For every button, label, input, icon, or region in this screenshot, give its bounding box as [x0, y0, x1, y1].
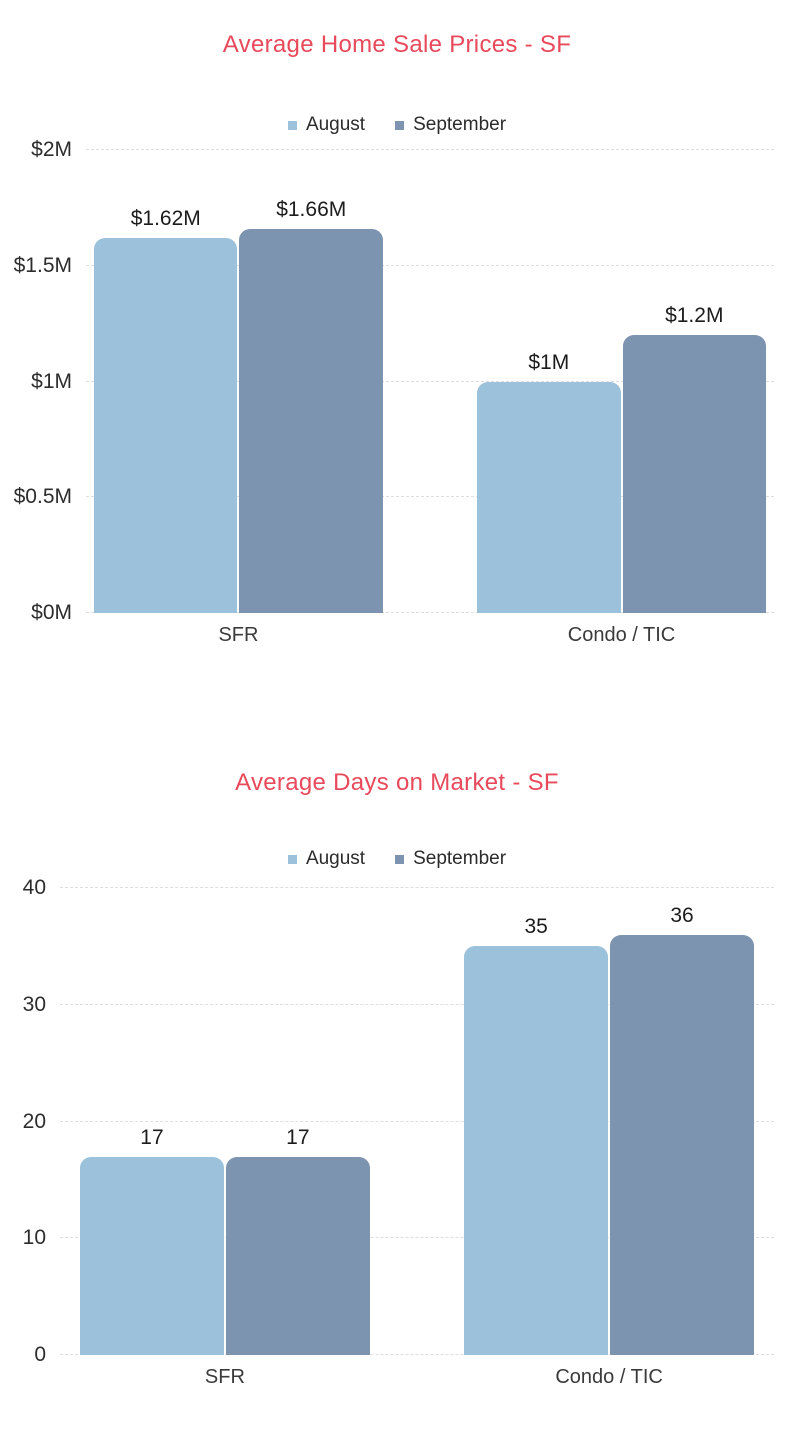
bar-august-sfr[interactable]: 17: [80, 1126, 224, 1355]
legend-item-september[interactable]: September: [395, 114, 506, 136]
bar-september-condo-tic[interactable]: $1.2M: [622, 304, 767, 613]
y-axis-tick: $1.5M: [13, 253, 72, 277]
bar-group-condo-tic: 35 36: [464, 888, 754, 1355]
bar-groups: $1.62M $1.66M $1M $1.2M: [86, 150, 774, 613]
y-axis-tick: 30: [22, 992, 46, 1016]
y-axis-tick: $0M: [31, 601, 72, 624]
chart-days-on-market: Average Days on Market - SF August Septe…: [0, 768, 794, 1389]
gridline: [86, 264, 774, 266]
bar-value-label: 36: [670, 903, 694, 927]
legend-label-august: August: [305, 848, 366, 869]
y-axis-tick: 40: [22, 876, 46, 899]
legend: August September: [0, 847, 794, 871]
bar-value-label: 35: [524, 915, 548, 939]
x-axis: SFR Condo / TIC: [0, 1365, 774, 1389]
bar-august-condo-tic[interactable]: 35: [464, 915, 609, 1355]
legend-swatch-september: [395, 854, 405, 864]
bar-value-label: $1.2M: [665, 304, 724, 328]
bar-value-label: $1.66M: [276, 197, 347, 221]
y-axis: $0M $0.5M $1M $1.5M $2M: [0, 138, 86, 624]
y-axis-tick: $0.5M: [13, 485, 72, 509]
y-axis-tick: $2M: [31, 138, 72, 161]
gridline: [60, 1354, 774, 1355]
y-axis: 0 10 20 30 40: [0, 876, 60, 1366]
gridline: [60, 1237, 774, 1239]
legend-label-september: September: [413, 114, 507, 135]
y-axis-tick: $1M: [31, 369, 72, 393]
x-axis-spacer: [0, 1365, 60, 1389]
y-axis-tick: 0: [34, 1343, 46, 1366]
x-axis-label-condo-tic: Condo / TIC: [555, 1366, 663, 1388]
plot-area: $0M $0.5M $1M $1.5M $2M $1.62M $1.66M $1M $1.2M: [0, 138, 774, 624]
x-axis-label-sfr: SFR: [204, 1366, 245, 1388]
gridline: [86, 380, 774, 382]
bar-value-label: $1.62M: [130, 206, 201, 230]
x-axis-spacer: [0, 623, 86, 647]
y-axis-tick: 10: [22, 1226, 46, 1250]
bar-group-sfr: $1.62M $1.66M: [94, 150, 383, 613]
bar-group-sfr: 17 17: [80, 888, 370, 1355]
bar-august-condo-tic[interactable]: $1M: [477, 351, 621, 613]
legend-swatch-august: [287, 854, 297, 864]
legend-label-september: September: [413, 848, 507, 869]
bar-value-label: 17: [286, 1125, 310, 1149]
gridline: [60, 887, 774, 888]
legend-item-august[interactable]: August: [287, 848, 366, 870]
bar-september-sfr[interactable]: 17: [225, 1126, 370, 1355]
gridline: [86, 149, 774, 150]
bar-value-label: $1M: [528, 350, 570, 374]
gridline: [86, 612, 774, 613]
x-axis-label-sfr: SFR: [218, 624, 259, 646]
legend-swatch-august: [287, 120, 297, 130]
bar-august-sfr[interactable]: $1.62M: [94, 207, 238, 613]
plot-canvas: 17 17 35 36: [60, 887, 774, 1355]
bar-value-label: 17: [140, 1125, 164, 1149]
legend: August September: [0, 113, 794, 137]
chart-home-sale-prices: Average Home Sale Prices - SF August Sep…: [0, 0, 794, 647]
chart-title: Average Days on Market - SF: [235, 769, 559, 796]
bar-groups: 17 17 35 36: [60, 888, 774, 1355]
plot-area: 0 10 20 30 40 17 17 35 36: [0, 876, 774, 1366]
x-axis: SFR Condo / TIC: [0, 623, 774, 647]
legend-item-september[interactable]: September: [395, 848, 506, 870]
bar-september-condo-tic[interactable]: 36: [610, 904, 754, 1355]
gridline: [60, 1003, 774, 1005]
chart-title: Average Home Sale Prices - SF: [222, 31, 572, 58]
bar-group-condo-tic: $1M $1.2M: [477, 150, 767, 613]
gridline: [86, 496, 774, 498]
bar-september-sfr[interactable]: $1.66M: [239, 198, 383, 613]
y-axis-tick: 20: [22, 1109, 46, 1133]
legend-item-august[interactable]: August: [287, 114, 366, 136]
gridline: [60, 1120, 774, 1122]
x-axis-label-condo-tic: Condo / TIC: [567, 624, 676, 646]
legend-swatch-september: [395, 120, 405, 130]
legend-label-august: August: [305, 114, 366, 135]
plot-canvas: $1.62M $1.66M $1M $1.2M: [86, 149, 774, 613]
